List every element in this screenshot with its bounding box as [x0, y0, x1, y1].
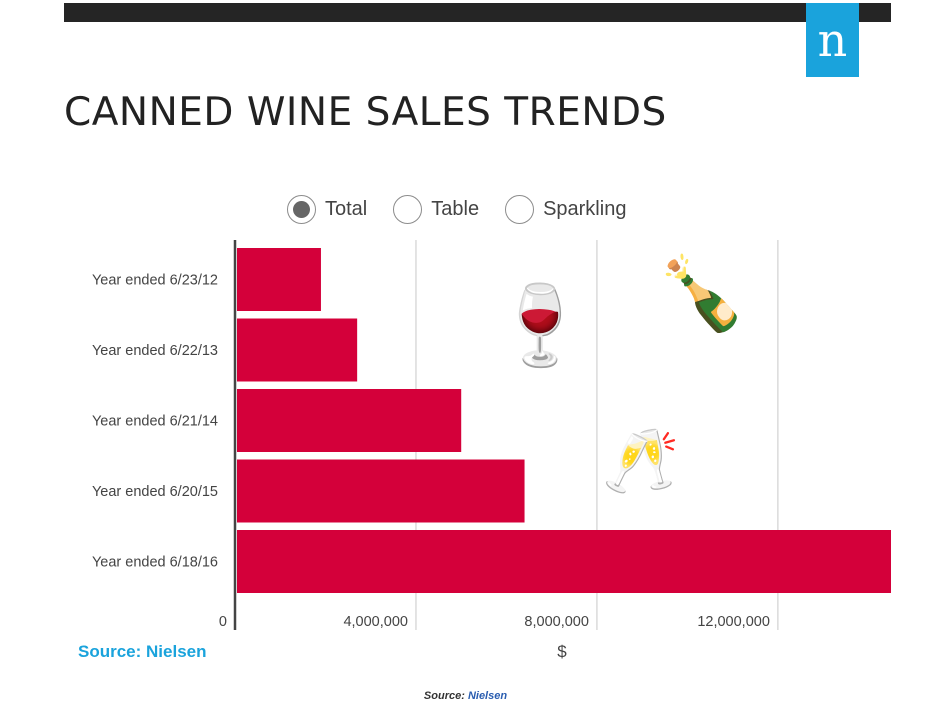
radio-selected-dot — [293, 200, 310, 218]
filter-table[interactable]: Table — [393, 194, 480, 224]
category-label-4: Year ended 6/18/16 — [92, 555, 218, 571]
filter-total-label: Total — [325, 197, 368, 220]
footer-source: Source: Nielsen — [0, 690, 931, 702]
x-tick-label-3: 12,000,000 — [697, 614, 770, 630]
filter-total[interactable]: Total — [287, 194, 368, 224]
category-label-0: Year ended 6/23/12 — [92, 273, 218, 289]
top-bar — [64, 3, 891, 22]
x-axis-label: $ — [557, 642, 567, 661]
category-label-2: Year ended 6/21/14 — [92, 414, 218, 430]
radio-button-sparkling[interactable] — [505, 194, 535, 224]
source-label: Source: Nielsen — [78, 642, 207, 661]
x-tick-label-0: 0 — [219, 614, 227, 630]
radio-button-table[interactable] — [393, 194, 423, 224]
nielsen-logo: n — [806, 3, 859, 77]
chart-title: CANNED WINE SALES TRENDS — [64, 90, 667, 135]
x-tick-label-2: 8,000,000 — [524, 614, 589, 630]
filter-sparkling-label: Sparkling — [543, 197, 627, 220]
champagne-bottle-icon: 🍾 — [657, 252, 747, 334]
radio-button-total[interactable] — [287, 194, 316, 224]
clinking-glasses-icon: 🥂 — [602, 427, 679, 496]
filter-radio-group: Total Table Sparkling — [287, 192, 652, 226]
wine-glass-icon: 🍷 — [491, 281, 588, 370]
category-label-3: Year ended 6/20/15 — [92, 484, 218, 500]
filter-sparkling[interactable]: Sparkling — [505, 194, 627, 224]
category-label-1: Year ended 6/22/13 — [92, 343, 218, 359]
bar-4 — [237, 530, 891, 593]
bar-1 — [237, 318, 358, 382]
bar-2 — [237, 389, 462, 452]
bar-3 — [237, 459, 525, 523]
x-tick-label-1: 4,000,000 — [343, 614, 408, 630]
bar-0 — [237, 248, 321, 311]
filter-table-label: Table — [431, 197, 480, 220]
footer-source-prefix: Source: — [423, 690, 468, 702]
footer-source-name: Nielsen — [467, 690, 508, 702]
